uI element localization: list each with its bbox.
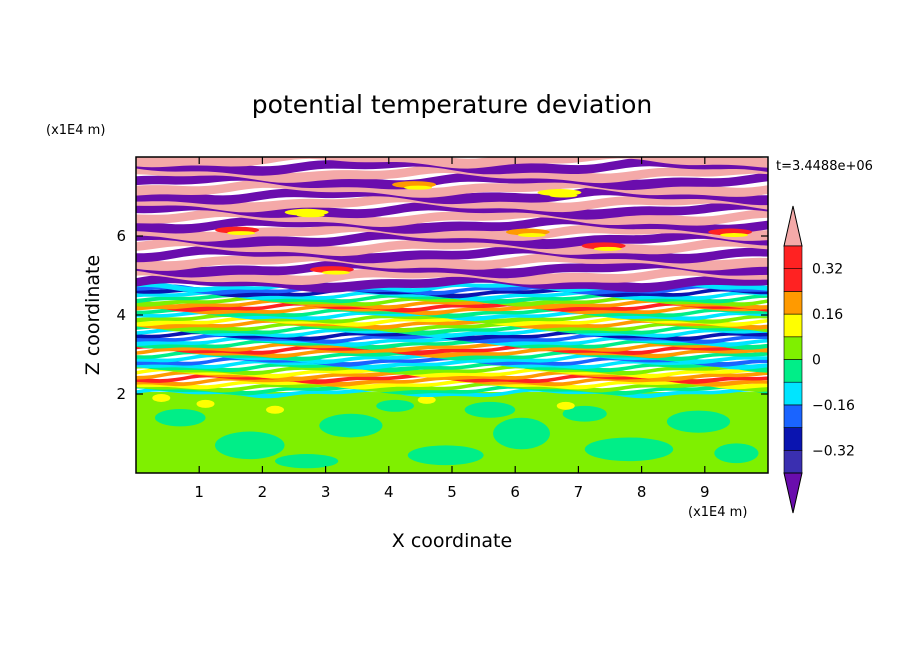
colorbar-level: [783, 359, 803, 383]
colorbar-tick-label: 0.32: [812, 262, 843, 278]
colorbar-level: [783, 245, 803, 270]
lower-cell: [215, 431, 285, 460]
band-front: [517, 233, 546, 238]
lower-cell: [275, 454, 339, 469]
colorbar-level: [783, 336, 803, 360]
colorbar-level: [783, 268, 803, 292]
y-tick-label: 4: [116, 306, 126, 324]
band-front: [227, 231, 256, 236]
lower-warm-spot: [417, 395, 436, 404]
band-front: [321, 270, 350, 275]
x-tick-label: 6: [510, 483, 520, 501]
lower-warm-spot: [556, 401, 575, 410]
x-axis-label: X coordinate: [392, 530, 512, 552]
band-front: [549, 193, 578, 198]
y-axis-label: Z coordinate: [82, 255, 104, 375]
x-tick-label: 3: [321, 483, 331, 501]
lower-cell: [493, 417, 550, 450]
middle-band: [136, 284, 768, 296]
lower-warm-spot: [266, 405, 285, 414]
x-tick-label: 4: [384, 483, 394, 501]
lower-warm-spot: [196, 399, 215, 408]
middle-band: [136, 343, 768, 356]
middle-band: [136, 323, 768, 336]
x-axis: 1 2 3 4 5 6 7 8 9: [194, 157, 710, 501]
x-tick-label: 5: [447, 483, 457, 501]
chart-title: potential temperature deviation: [252, 90, 652, 119]
colorbar-extend-bottom: [783, 472, 803, 514]
colorbar-tick-label: 0: [812, 353, 821, 369]
y-tick-label: 6: [116, 227, 126, 245]
colorbar-level: [783, 313, 803, 338]
lower-cell: [584, 437, 674, 462]
band-front: [296, 213, 325, 218]
x-tick-label: 1: [194, 483, 204, 501]
upper-band: [136, 229, 768, 249]
middle-band: [136, 304, 768, 316]
x-unit-label: (x1E4 m): [688, 505, 747, 520]
y-unit-label: (x1E4 m): [46, 123, 105, 138]
lower-cell: [154, 409, 206, 427]
upper-band: [136, 236, 768, 257]
time-label: t=3.4488e+06: [776, 159, 873, 174]
contour-field: [136, 157, 768, 473]
middle-band: [136, 306, 768, 319]
band-front: [720, 233, 749, 238]
middle-band: [136, 295, 768, 307]
x-tick-label: 7: [574, 483, 584, 501]
band-front: [593, 246, 622, 251]
upper-band: [136, 273, 768, 293]
y-axis: 2 4 6: [116, 227, 768, 403]
x-tick-label: 2: [258, 483, 268, 501]
middle-band: [136, 326, 768, 339]
middle-band: [136, 315, 768, 327]
colorbar-tick-label: −0.16: [812, 398, 855, 414]
colorbar-level: [783, 291, 803, 315]
colorbar-level: [783, 404, 803, 428]
lower-cell: [407, 445, 484, 466]
lower-warm-spot: [152, 393, 171, 402]
band-front: [404, 185, 433, 190]
lower-cell: [319, 413, 383, 438]
upper-band: [136, 265, 768, 285]
upper-band: [136, 186, 768, 206]
lower-cell: [666, 410, 731, 433]
colorbar-extend-top: [783, 205, 803, 247]
lower-cell: [376, 399, 415, 412]
middle-band: [136, 286, 768, 299]
colorbar-tick-label: −0.32: [812, 443, 855, 459]
y-tick-label: 2: [116, 385, 126, 403]
colorbar-level: [783, 381, 803, 406]
x-tick-label: 9: [700, 483, 710, 501]
upper-band: [136, 170, 768, 191]
lower-cell: [714, 443, 759, 464]
lower-cell: [562, 405, 607, 422]
colorbar-level: [783, 449, 803, 474]
colorbar-level: [783, 427, 803, 451]
upper-band: [136, 163, 768, 184]
colorbar: 0.32 0.16 0 −0.16 −0.32: [783, 205, 855, 514]
colorbar-tick-label: 0.16: [812, 307, 843, 323]
lower-cell: [464, 401, 516, 418]
x-tick-label: 8: [637, 483, 647, 501]
